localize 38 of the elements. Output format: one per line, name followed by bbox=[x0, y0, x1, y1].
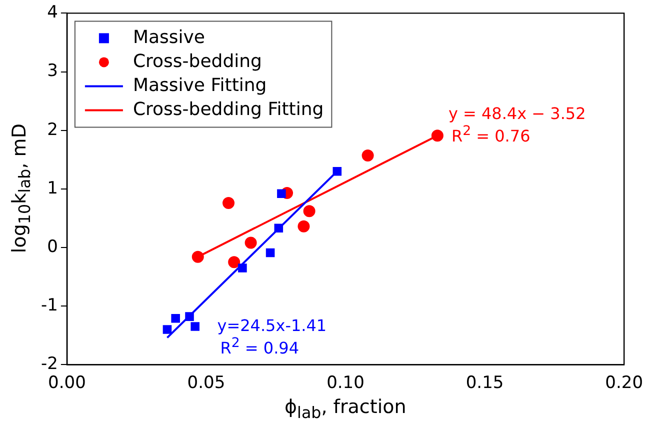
y-tick-label: -1 bbox=[40, 295, 58, 316]
y-tick-label: 2 bbox=[47, 120, 58, 140]
y-tick-label: 0 bbox=[47, 236, 58, 257]
y-tick-label: 3 bbox=[47, 61, 58, 82]
point bbox=[244, 236, 257, 249]
x-tick-label: 0.05 bbox=[187, 373, 226, 394]
x-tick-label: 0.10 bbox=[326, 373, 364, 394]
y-tick-label: -2 bbox=[40, 354, 58, 374]
annotation: y=24.5x-1.41 bbox=[217, 316, 327, 335]
point bbox=[171, 314, 180, 323]
annotation: R$^{2}$ = 0.94 bbox=[220, 336, 300, 357]
legend-label: Massive bbox=[132, 26, 205, 48]
legend-label: Cross-bedding bbox=[132, 50, 262, 72]
point bbox=[332, 166, 342, 176]
point bbox=[298, 220, 310, 232]
point bbox=[222, 196, 235, 209]
point bbox=[277, 189, 286, 198]
x-axis-title: ϕ$_{lab}$, fraction bbox=[284, 396, 406, 422]
point bbox=[185, 312, 194, 321]
y-tick-label: 4 bbox=[47, 2, 58, 23]
point bbox=[266, 248, 275, 258]
point bbox=[190, 322, 200, 331]
x-tick-label: 0.15 bbox=[466, 373, 504, 394]
annotation: y = 48.4x − 3.52 bbox=[448, 104, 586, 123]
y-tick-label: 1 bbox=[47, 178, 58, 198]
point bbox=[362, 150, 374, 162]
point bbox=[303, 205, 316, 218]
legend-label: Cross-bedding Fitting bbox=[132, 98, 324, 120]
x-tick-label: 0.00 bbox=[48, 373, 86, 394]
point bbox=[431, 130, 444, 142]
legend-label: Massive Fitting bbox=[132, 74, 267, 96]
x-tick-label: 0.20 bbox=[605, 373, 644, 394]
annotation: R$^{2}$ = 0.76 bbox=[451, 124, 530, 145]
point bbox=[228, 256, 240, 268]
point bbox=[192, 250, 204, 263]
point bbox=[274, 224, 284, 233]
point bbox=[162, 325, 172, 334]
point bbox=[238, 264, 247, 272]
